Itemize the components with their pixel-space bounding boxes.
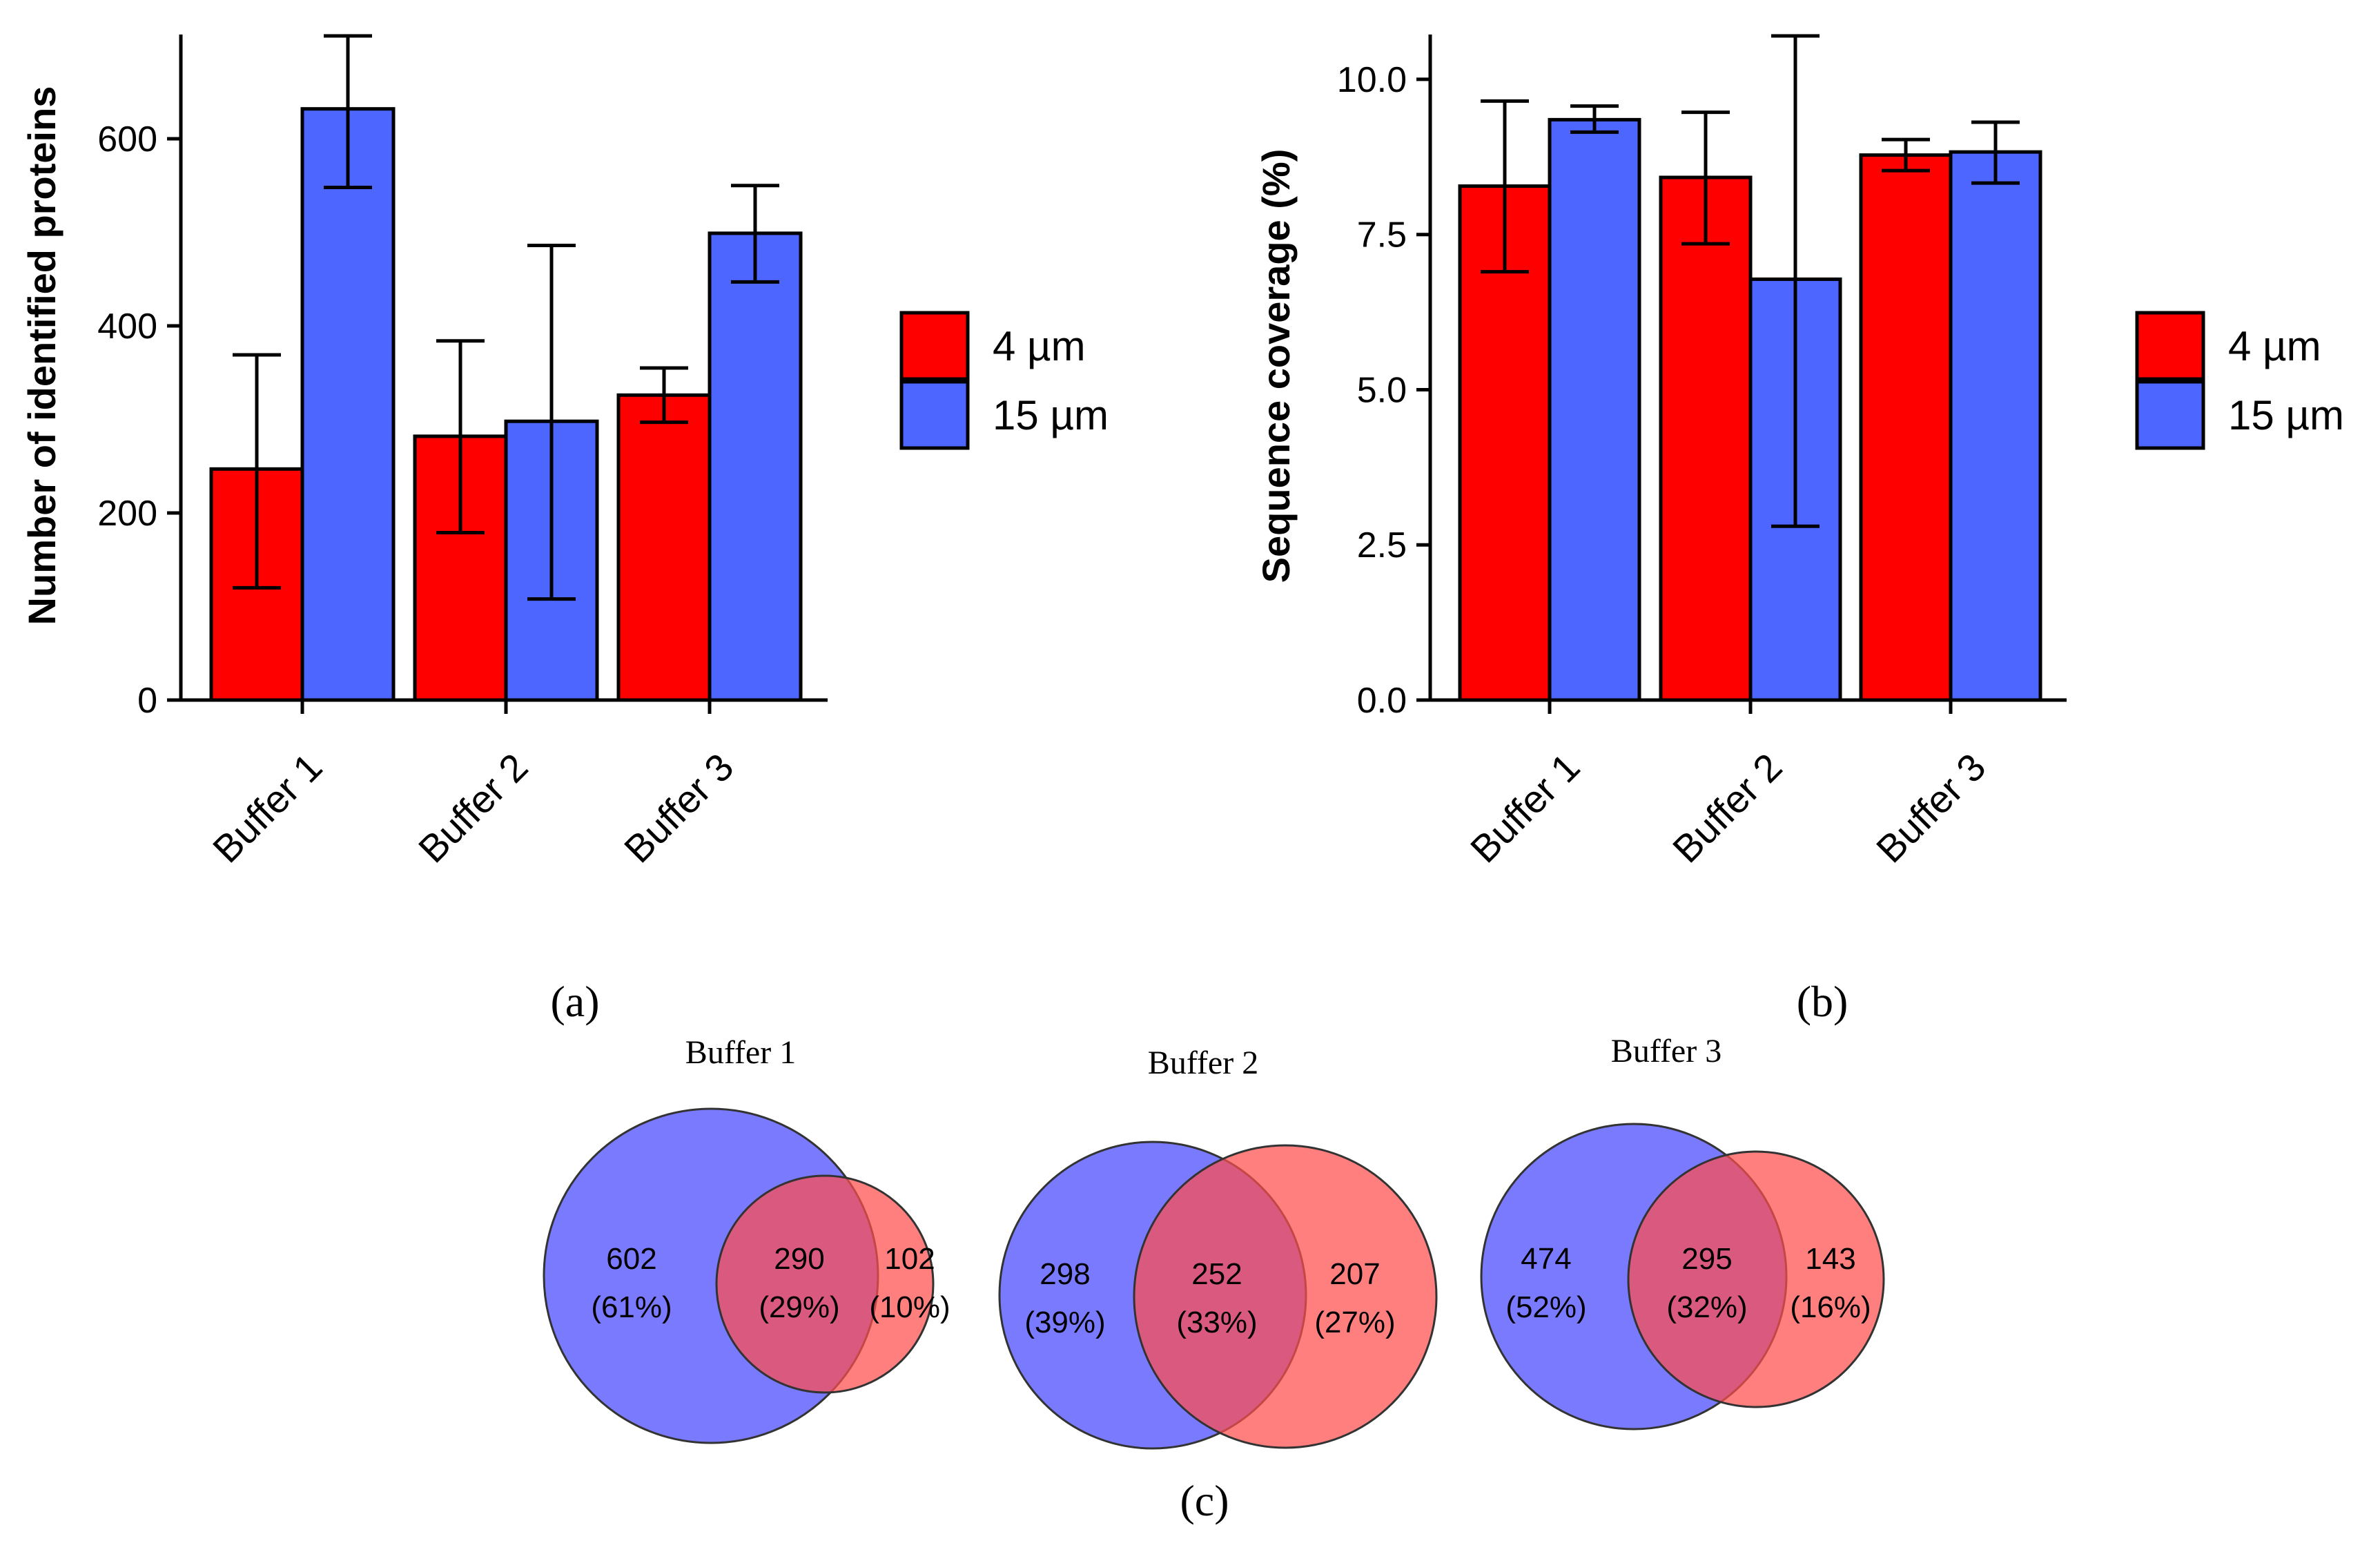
chart-a-legend-label-15um: 15 µm	[993, 392, 1109, 438]
chart-a-bar-15um-buffer-1	[300, 107, 396, 702]
chart-b-y-tick-label: 5.0	[1357, 370, 1407, 410]
chart-b-legend-swatch-4um	[2135, 311, 2205, 381]
venn-3-overlap-pct: (32%)	[1666, 1290, 1747, 1324]
chart-b-errorbar-4um-buffer-3	[1882, 137, 1930, 173]
venn-panel: Buffer 1 602 (61%) 290 (29%) 102 (10%) B…	[543, 1033, 1885, 1525]
chart-a-legend-label-4um: 4 µm	[993, 323, 1086, 369]
venn-2-only-4um-pct: (27%)	[1314, 1306, 1395, 1339]
chart-a-x-tick-label-buffer-1: Buffer 1	[204, 745, 331, 871]
venn-1-only-4um-pct: (10%)	[869, 1290, 950, 1324]
venn-1-circle-4um	[715, 1174, 935, 1394]
venn-1-overlap-pct: (29%)	[759, 1290, 839, 1324]
chart-a-errorbar-15um-buffer-2	[527, 244, 576, 601]
venn-1-only-4um-count: 102	[884, 1242, 935, 1276]
venn-2-title: Buffer 2	[1148, 1045, 1258, 1081]
venn-3-overlap-count: 295	[1681, 1242, 1732, 1276]
chart-a-y-ticks: 0 200 400 600	[97, 119, 712, 721]
chart-b-bars	[1458, 34, 2042, 702]
chart-b-y-axis-title: Sequence coverage (%)	[1254, 149, 1298, 583]
chart-b-bar-15um-buffer-1	[1548, 117, 1641, 702]
venn-2-only-4um-count: 207	[1329, 1257, 1380, 1291]
panel-label-c: (c)	[1180, 1476, 1229, 1525]
chart-a-y-tick-label: 200	[97, 494, 157, 534]
venn-1-only-15um-pct: (61%)	[591, 1290, 672, 1324]
chart-b-legend-label-4um: 4 µm	[2228, 323, 2321, 369]
chart-a-bar-15um-buffer-3	[708, 231, 803, 702]
venn-2-only-15um-pct: (39%)	[1024, 1306, 1105, 1339]
chart-b-y-tick-label: 7.5	[1357, 215, 1407, 255]
chart-b-y-ticks: 0.0 2.5 5.0 7.5 10.0	[1337, 60, 1953, 721]
chart-a-errorbar-15um-buffer-3	[731, 184, 779, 284]
chart-a-y-tick-label: 400	[97, 307, 157, 347]
chart-a-legend-swatch-4um	[899, 311, 970, 381]
chart-b-legend: 4 µm 15 µm	[2135, 311, 2344, 450]
chart-b-errorbar-15um-buffer-1	[1570, 104, 1619, 134]
chart-b-bar-4um-buffer-2	[1659, 175, 1753, 702]
chart-b-bar-15um-buffer-3	[1949, 150, 2042, 702]
chart-a-errorbar-4um-buffer-2	[436, 339, 485, 534]
venn-buffer-1: Buffer 1 602 (61%) 290 (29%) 102 (10%)	[543, 1034, 950, 1444]
venn-3-circle-4um	[1627, 1150, 1885, 1408]
venn-3-only-15um-count: 474	[1521, 1242, 1571, 1276]
venn-buffer-2: Buffer 2 298 (39%) 252 (33%) 207 (27%)	[998, 1045, 1438, 1450]
chart-a-errorbar-15um-buffer-1	[324, 34, 372, 189]
venn-1-only-15um-count: 602	[606, 1242, 656, 1276]
panel-label-a: (a)	[550, 977, 599, 1026]
chart-b-legend-swatch-15um	[2135, 380, 2205, 450]
chart-b-bar-4um-buffer-3	[1859, 153, 1953, 702]
chart-a-x-tick-label-buffer-2: Buffer 2	[410, 745, 536, 871]
chart-a-x-tick-label-buffer-3: Buffer 3	[616, 745, 742, 871]
chart-b: Sequence coverage (%) 0.0 2.5 5.0 7.5 10.0 B…	[1254, 34, 2344, 1026]
chart-a-y-tick-label: 600	[97, 119, 157, 159]
chart-b-errorbar-15um-buffer-2	[1771, 34, 1820, 528]
chart-a-errorbar-4um-buffer-1	[233, 353, 281, 590]
venn-3-only-4um-count: 143	[1805, 1242, 1855, 1276]
chart-a-errorbar-4um-buffer-3	[640, 366, 688, 425]
chart-a-y-tick-label: 0	[137, 681, 157, 721]
chart-b-errorbar-4um-buffer-2	[1681, 110, 1730, 246]
panel-label-b: (b)	[1797, 977, 1849, 1026]
chart-b-x-tick-label-buffer-1: Buffer 1	[1462, 745, 1588, 871]
chart-a-bars	[209, 34, 803, 702]
chart-b-legend-label-15um: 15 µm	[2228, 392, 2344, 438]
chart-b-y-tick-label: 10.0	[1337, 60, 1407, 100]
venn-3-only-4um-pct: (16%)	[1790, 1290, 1871, 1324]
chart-b-x-tick-label-buffer-3: Buffer 3	[1868, 745, 1994, 871]
venn-buffer-3: Buffer 3 474 (52%) 295 (32%) 143 (16%)	[1480, 1033, 1885, 1430]
venn-2-only-15um-count: 298	[1040, 1257, 1090, 1291]
venn-3-only-15um-pct: (52%)	[1505, 1290, 1586, 1324]
chart-a-legend: 4 µm 15 µm	[899, 311, 1109, 450]
venn-1-overlap-count: 290	[774, 1242, 824, 1276]
chart-b-x-tick-label-buffer-2: Buffer 2	[1664, 745, 1791, 871]
chart-a-bar-4um-buffer-3	[616, 393, 712, 702]
chart-a-x-tick-labels: Buffer 1 Buffer 2 Buffer 3	[204, 745, 742, 871]
chart-a: Number of identified proteins 0 200 400 600…	[20, 34, 1109, 1026]
venn-2-overlap-pct: (33%)	[1176, 1306, 1257, 1339]
venn-2-overlap-count: 252	[1191, 1257, 1242, 1291]
venn-3-title: Buffer 3	[1611, 1033, 1721, 1069]
chart-b-errorbar-4um-buffer-1	[1481, 99, 1529, 274]
chart-a-y-axis-title: Number of identified proteins	[20, 86, 64, 625]
chart-b-errorbar-15um-buffer-3	[1971, 120, 2020, 185]
chart-a-legend-swatch-15um	[899, 380, 970, 450]
venn-2-circle-4um	[1133, 1144, 1438, 1449]
chart-b-x-tick-labels: Buffer 1 Buffer 2 Buffer 3	[1462, 745, 1994, 871]
chart-b-y-tick-label: 0.0	[1357, 681, 1407, 721]
chart-b-y-tick-label: 2.5	[1357, 525, 1407, 565]
venn-1-title: Buffer 1	[685, 1034, 796, 1071]
